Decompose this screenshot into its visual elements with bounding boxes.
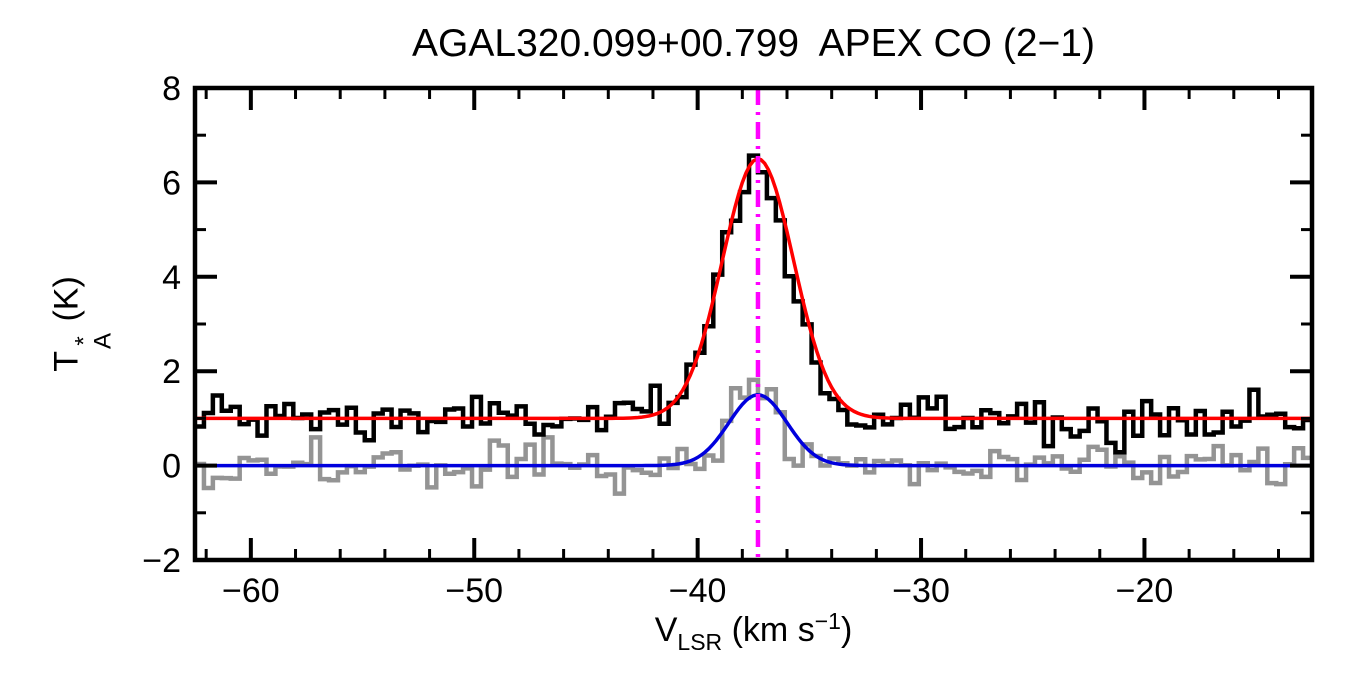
tick-label: 0 <box>162 448 181 486</box>
series-secondary-spectrum-gray <box>195 377 1312 496</box>
x-label-subscript: LSR <box>677 629 723 655</box>
series-gaussian-fit-blue <box>195 393 1312 468</box>
series-gaussian-fit-red <box>195 157 1312 421</box>
x-label-close: ) <box>840 611 853 649</box>
series-observed-spectrum-black <box>195 153 1312 455</box>
tick-label: −40 <box>669 572 727 610</box>
tick-label: −20 <box>1116 572 1174 610</box>
x-label-units: (km s <box>722 611 815 649</box>
plot-title: AGAL320.099+00.799 APEX CO (2−1) <box>412 22 1095 65</box>
tick-label: 4 <box>162 259 181 297</box>
tick-label: −60 <box>222 572 280 610</box>
y-label-scripts: * A <box>70 332 116 350</box>
y-label-symbol: T <box>47 351 86 372</box>
axes-frame <box>192 85 1315 563</box>
tick-label: 2 <box>162 353 181 391</box>
y-label-subscript: A <box>89 332 116 350</box>
tick-label: 6 <box>162 164 181 202</box>
tick-label: −30 <box>892 572 950 610</box>
x-axis-label: VLSR (km s−1) <box>195 608 1312 656</box>
x-label-symbol: V <box>654 611 678 649</box>
tick-label: −50 <box>445 572 503 610</box>
tick-label: 8 <box>162 70 181 108</box>
y-label-units: (K) <box>47 276 86 331</box>
y-axis-label: T * A (K) <box>47 276 116 372</box>
tick-label: −2 <box>142 542 181 580</box>
x-label-exponent: −1 <box>814 608 841 634</box>
